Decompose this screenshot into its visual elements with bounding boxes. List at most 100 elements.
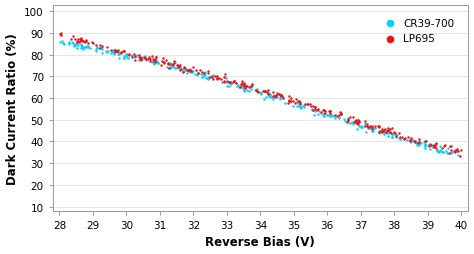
Point [107, 51, 115, 55]
Point [209, 75, 216, 79]
Point [198, 70, 206, 74]
Point [272, 96, 280, 100]
Point [436, 145, 443, 149]
Point [227, 82, 235, 86]
Point [330, 114, 337, 118]
Point [241, 86, 249, 90]
Point [110, 50, 118, 54]
Point [222, 77, 230, 81]
Point [260, 97, 267, 101]
Point [421, 139, 429, 143]
Point [343, 120, 350, 124]
Point [194, 71, 202, 75]
Point [276, 95, 283, 99]
Point [125, 53, 133, 57]
Point [77, 43, 84, 47]
Point [236, 85, 243, 89]
Point [82, 39, 90, 43]
Point [248, 83, 256, 87]
Point [237, 86, 245, 90]
Point [245, 86, 253, 90]
Point [309, 107, 316, 111]
Point [443, 151, 451, 155]
Point [453, 149, 460, 153]
Point [375, 130, 383, 134]
Point [375, 131, 383, 135]
Point [240, 85, 247, 89]
Point [296, 101, 304, 105]
Point [304, 102, 311, 106]
Point [371, 125, 379, 129]
Point [167, 66, 174, 70]
Point [174, 65, 182, 69]
Point [166, 67, 174, 71]
Point [237, 82, 245, 86]
Point [289, 104, 297, 108]
Point [205, 76, 213, 80]
Point [404, 136, 411, 140]
Point [187, 70, 195, 74]
Point [285, 98, 292, 102]
Point [184, 69, 191, 73]
Point [92, 49, 100, 53]
Point [229, 81, 237, 85]
Point [204, 76, 212, 80]
Point [128, 56, 136, 60]
Point [146, 58, 154, 62]
Point [66, 42, 73, 46]
Point [392, 135, 400, 139]
Point [56, 41, 64, 45]
Point [77, 42, 84, 46]
Point [353, 121, 360, 125]
Point [344, 118, 352, 122]
Point [187, 69, 195, 73]
Point [82, 40, 90, 44]
Point [137, 58, 145, 62]
Point [227, 81, 234, 85]
Point [368, 128, 376, 132]
Point [167, 64, 174, 68]
Point [215, 76, 223, 81]
Point [96, 47, 103, 51]
Point [319, 109, 327, 113]
Point [400, 137, 408, 141]
Point [451, 150, 458, 154]
Point [430, 145, 438, 149]
Point [407, 140, 415, 145]
Point [311, 105, 319, 109]
Point [355, 124, 363, 128]
Point [349, 122, 357, 126]
Point [430, 144, 438, 148]
Point [406, 139, 414, 143]
Point [167, 62, 174, 66]
Point [122, 54, 129, 58]
Point [438, 146, 445, 150]
Point [160, 62, 167, 66]
Point [353, 121, 361, 125]
Point [278, 94, 285, 98]
Point [270, 95, 277, 99]
Point [150, 60, 158, 64]
Point [150, 63, 158, 67]
Point [138, 56, 146, 60]
Point [84, 42, 91, 46]
Point [324, 114, 332, 118]
Point [109, 51, 117, 55]
Point [120, 50, 128, 54]
Point [440, 145, 447, 149]
Point [124, 56, 131, 60]
Point [242, 85, 250, 89]
Point [429, 143, 437, 147]
Point [69, 34, 76, 38]
Point [438, 150, 445, 154]
Point [392, 131, 399, 135]
Point [243, 85, 251, 89]
Point [367, 127, 374, 131]
Point [271, 95, 279, 99]
Point [382, 131, 390, 135]
Point [81, 46, 88, 50]
Point [376, 131, 383, 135]
Point [169, 64, 177, 68]
Point [102, 50, 109, 54]
Point [141, 56, 149, 60]
